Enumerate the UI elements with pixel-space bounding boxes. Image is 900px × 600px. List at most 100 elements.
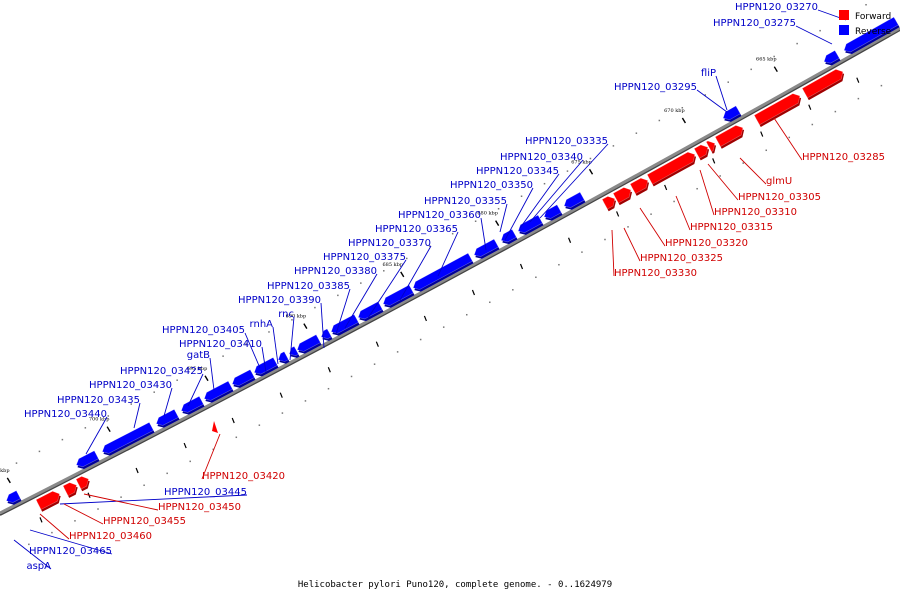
minor-tick bbox=[135, 467, 139, 474]
leader-line bbox=[504, 187, 534, 241]
label-reverse[interactable]: HPPN120_03385 bbox=[267, 281, 351, 335]
tick-label: 695 kbp bbox=[187, 366, 208, 372]
gene-rc[interactable] bbox=[101, 421, 155, 456]
gene-rb[interactable] bbox=[75, 450, 100, 469]
gene-rx[interactable] bbox=[843, 16, 900, 55]
label-reverse[interactable]: HPPN120_03390 bbox=[238, 295, 325, 349]
label-reverse[interactable]: fliP bbox=[701, 68, 728, 111]
label-reverse[interactable]: HPPN120_03370 bbox=[348, 238, 432, 301]
label-reverse[interactable]: HPPN120_03435 bbox=[57, 395, 141, 429]
gene-fe[interactable] bbox=[612, 187, 633, 206]
label-reverse[interactable]: HPPN120_03295 bbox=[614, 82, 728, 113]
minor-tick bbox=[183, 442, 187, 449]
gene-fc[interactable] bbox=[75, 476, 90, 492]
gene-labels[interactable]: HPPN120_03270 HPPN120_03275 HPPN120_03295 f… bbox=[13, 2, 885, 572]
gene-rd[interactable] bbox=[155, 408, 180, 428]
label-reverse[interactable]: HPPN120_03350 bbox=[450, 180, 534, 241]
gene-rr[interactable] bbox=[500, 228, 518, 245]
minor-tick bbox=[28, 543, 30, 546]
gene-fb[interactable] bbox=[62, 482, 78, 498]
label-reverse[interactable]: HPPN120_03380 bbox=[294, 266, 378, 329]
gene-body bbox=[500, 228, 517, 243]
label-reverse[interactable]: HPPN120_03355 bbox=[424, 196, 508, 233]
gene-rg[interactable] bbox=[231, 369, 256, 388]
gene-body bbox=[722, 105, 741, 121]
leader-line bbox=[289, 316, 295, 361]
gene-body bbox=[753, 93, 801, 126]
label-reverse[interactable]: aspA bbox=[13, 539, 52, 572]
leader-line bbox=[335, 288, 351, 335]
label-forward[interactable]: HPPN120_03285 bbox=[773, 117, 885, 163]
gene-body bbox=[35, 490, 60, 510]
gene-ra[interactable] bbox=[5, 490, 22, 505]
gene-rw[interactable] bbox=[823, 50, 841, 66]
gene-label-text: HPPN120_03405 bbox=[162, 325, 245, 336]
label-forward[interactable]: HPPN120_03305 bbox=[707, 163, 821, 203]
gene-ff[interactable] bbox=[629, 177, 650, 196]
label-reverse[interactable]: HPPN120_03365 bbox=[375, 224, 459, 277]
gene-rj[interactable] bbox=[288, 345, 300, 358]
gene-fi[interactable] bbox=[705, 140, 717, 154]
gene-label-text: HPPN120_03410 bbox=[179, 339, 262, 350]
label-forward[interactable]: HPPN120_03330 bbox=[611, 229, 697, 279]
gene-fk[interactable] bbox=[753, 93, 802, 127]
label-reverse[interactable]: gatB bbox=[187, 350, 215, 391]
gene-rs[interactable] bbox=[517, 214, 544, 235]
gene-fg[interactable] bbox=[646, 151, 697, 187]
gene-rq[interactable] bbox=[473, 238, 500, 259]
minor-tick bbox=[856, 77, 860, 83]
label-reverse[interactable]: HPPN120_03335 bbox=[525, 136, 609, 219]
tick-label: 685 kbp bbox=[382, 262, 403, 268]
gene-rh[interactable] bbox=[253, 357, 279, 377]
label-reverse[interactable]: rnhA bbox=[250, 319, 279, 365]
minor-tick bbox=[811, 123, 814, 126]
gene-ru[interactable] bbox=[563, 191, 586, 210]
label-forward[interactable]: HPPN120_03325 bbox=[623, 227, 723, 264]
gene-features[interactable] bbox=[5, 16, 900, 512]
label-reverse[interactable]: HPPN120_03425 bbox=[120, 366, 204, 407]
label-forward[interactable]: HPPN120_03420 bbox=[201, 433, 285, 482]
label-forward[interactable]: HPPN120_03315 bbox=[675, 195, 773, 233]
gene-rp[interactable] bbox=[412, 252, 474, 292]
gene-fh[interactable] bbox=[693, 144, 710, 161]
label-reverse[interactable]: HPPN120_03430 bbox=[89, 380, 173, 417]
label-reverse[interactable]: HPPN120_03375 bbox=[323, 252, 407, 319]
label-forward[interactable]: HPPN120_03310 bbox=[699, 169, 797, 218]
gene-fj[interactable] bbox=[714, 125, 745, 149]
label-reverse[interactable]: HPPN120_03440 bbox=[24, 409, 108, 455]
tick-mark bbox=[588, 168, 594, 175]
label-forward[interactable]: HPPN120_03455 bbox=[63, 503, 186, 527]
label-reverse[interactable]: HPPN120_03340 bbox=[500, 152, 584, 223]
gene-fd[interactable] bbox=[601, 195, 617, 212]
gene-rf[interactable] bbox=[203, 380, 234, 403]
label-reverse[interactable]: HPPN120_03405 bbox=[162, 325, 261, 369]
label-reverse[interactable]: HPPN120_03360 bbox=[398, 210, 487, 251]
label-forward[interactable]: HPPN120_03450 bbox=[83, 493, 241, 513]
label-reverse[interactable]: HPPN120_03445 bbox=[59, 487, 248, 505]
minor-tick bbox=[566, 170, 569, 172]
gene-HPPN120_03420[interactable] bbox=[212, 421, 218, 433]
label-reverse[interactable]: HPPN120_03345 bbox=[476, 166, 560, 229]
label-forward[interactable]: HPPN120_03460 bbox=[39, 513, 152, 542]
gene-fl[interactable] bbox=[801, 69, 845, 101]
gene-label-text: HPPN120_03390 bbox=[238, 295, 321, 306]
label-reverse[interactable]: rnc bbox=[278, 309, 295, 361]
leader-line bbox=[639, 207, 666, 247]
label-forward[interactable]: glmU bbox=[739, 157, 792, 187]
tick-label: 670 kbp bbox=[664, 108, 685, 114]
gene-body bbox=[296, 334, 321, 352]
gene-body bbox=[693, 144, 709, 159]
minor-tick bbox=[222, 355, 224, 357]
gene-label-text: fliP bbox=[701, 68, 716, 79]
label-reverse[interactable]: HPPN120_03465 bbox=[29, 529, 113, 557]
label-forward[interactable]: HPPN120_03320 bbox=[639, 207, 748, 249]
tick-label: 690 kbp bbox=[286, 314, 307, 320]
gene-rk[interactable] bbox=[296, 334, 322, 354]
gene-ri[interactable] bbox=[277, 351, 290, 364]
gene-rv[interactable] bbox=[722, 105, 742, 122]
label-reverse[interactable]: HPPN120_03275 bbox=[713, 18, 833, 45]
gene-re[interactable] bbox=[180, 395, 205, 415]
gene-rn[interactable] bbox=[357, 301, 384, 322]
label-reverse[interactable]: HPPN120_03410 bbox=[179, 339, 267, 373]
gene-fa[interactable] bbox=[35, 490, 61, 512]
